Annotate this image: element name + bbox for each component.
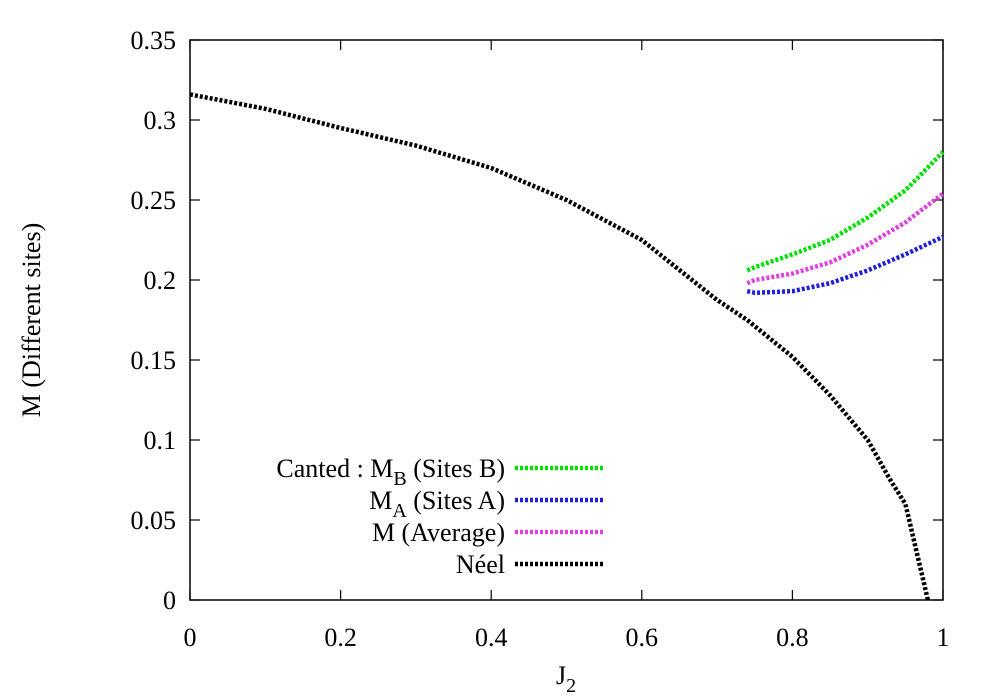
series-line <box>189 92 931 601</box>
series-line <box>746 234 944 296</box>
x-axis-label: J2​ <box>556 661 576 697</box>
x-tick-label: 0.6 <box>626 623 659 652</box>
y-axis-label: M (Different sites) <box>17 223 46 417</box>
y-tick-label: 0.35 <box>131 26 177 55</box>
legend-label: MA​ (Sites A) <box>369 486 505 522</box>
y-tick-label: 0.05 <box>131 506 177 535</box>
legend-label: Canted : MB​ (Sites B) <box>276 454 505 490</box>
y-tick-label: 0.25 <box>131 186 177 215</box>
y-tick-label: 0.3 <box>144 106 177 135</box>
y-tick-label: 0 <box>163 586 176 615</box>
x-tick-label: 0.4 <box>475 623 508 652</box>
y-tick-label: 0.1 <box>144 426 177 455</box>
x-tick-label: 0 <box>184 623 197 652</box>
y-tick-label: 0.15 <box>131 346 177 375</box>
x-tick-label: 0.8 <box>776 623 809 652</box>
x-tick-label: 0.2 <box>324 623 357 652</box>
legend-label: Néel <box>456 550 505 579</box>
x-tick-label: 1 <box>937 623 950 652</box>
y-tick-label: 0.2 <box>144 266 177 295</box>
legend-label: M (Average) <box>372 518 505 547</box>
plot-frame <box>189 39 944 601</box>
series-line <box>746 191 945 286</box>
